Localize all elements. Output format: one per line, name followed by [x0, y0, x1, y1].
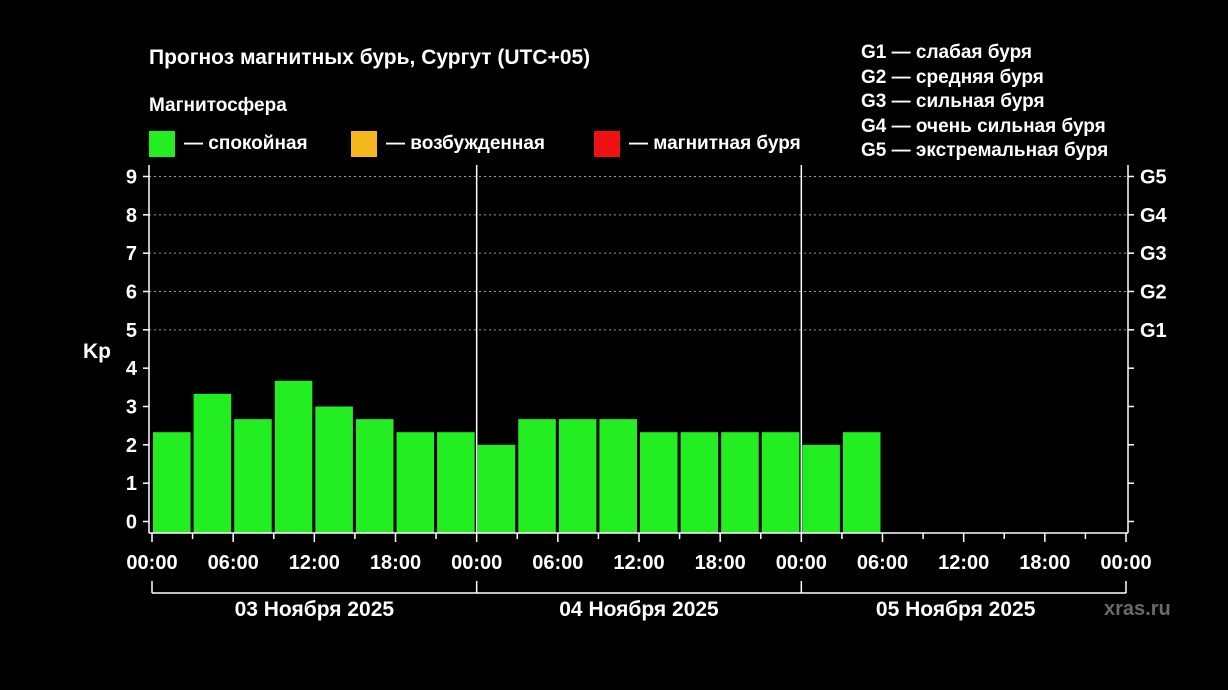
legend-label-excited: — возбужденная [386, 133, 546, 154]
kp-bar [355, 419, 394, 533]
kp-bar [274, 380, 313, 533]
day-label: 05 Ноября 2025 [876, 598, 1036, 621]
kp-bar [153, 432, 191, 533]
x-tick-label: 18:00 [370, 552, 421, 574]
storm-level-label: G4 [1140, 205, 1168, 227]
kp-bar [234, 419, 272, 533]
y-axis-label: Kp [83, 340, 111, 363]
storm-level-label: G3 [1140, 243, 1167, 265]
kp-bar [680, 432, 719, 533]
chart-subtitle: Магнитосфера [149, 95, 287, 116]
y-tick-label: 1 [126, 473, 137, 495]
storm-level-label: G5 [1140, 167, 1167, 189]
kp-bar [640, 432, 678, 533]
kp-bar [477, 444, 516, 533]
y-tick-label: 2 [126, 435, 137, 457]
kp-bar [599, 419, 637, 533]
kp-bar [558, 419, 597, 533]
legend-swatch-excited [351, 131, 377, 157]
x-tick-label: 00:00 [776, 552, 827, 574]
storm-scale-legend: G1 — слабая буря G2 — средняя буря G3 — … [861, 41, 1108, 164]
legend-label-storm: — магнитная буря [629, 133, 801, 154]
x-tick-label: 12:00 [938, 552, 989, 574]
x-tick-label: 18:00 [1019, 552, 1070, 574]
x-tick-label: 00:00 [451, 552, 502, 574]
x-tick-label: 18:00 [695, 552, 746, 574]
kp-bar [396, 432, 435, 533]
y-tick-label: 0 [126, 512, 137, 534]
storm-scale-g3: G3 — сильная буря [861, 91, 1045, 112]
storm-scale-g5: G5 — экстремальная буря [861, 140, 1109, 161]
legend-item-excited: — возбужденная [351, 131, 545, 157]
chart-title: Прогноз магнитных бурь, Сургут (UTC+05) [149, 46, 591, 69]
storm-level-label: G2 [1140, 282, 1167, 304]
x-tick-label: 12:00 [613, 552, 664, 574]
kp-bar [315, 406, 353, 533]
x-tick-label: 06:00 [532, 552, 583, 574]
x-tick-label: 00:00 [1100, 552, 1151, 574]
day-label: 03 Ноября 2025 [235, 598, 395, 621]
y-tick-label: 3 [126, 397, 137, 419]
day-label: 04 Ноября 2025 [559, 598, 719, 621]
storm-level-label: G1 [1140, 320, 1167, 342]
y-tick-label: 7 [126, 243, 137, 265]
kp-bar [761, 432, 800, 533]
y-tick-label: 8 [126, 205, 137, 227]
legend-item-quiet: — спокойная [149, 131, 308, 157]
watermark: xras.ru [1104, 598, 1171, 620]
y-tick-label: 5 [126, 320, 137, 342]
x-tick-label: 12:00 [289, 552, 340, 574]
kp-bar [842, 432, 881, 533]
kp-bar [518, 419, 556, 533]
kp-bar [437, 432, 475, 533]
kp-bar [721, 432, 759, 533]
x-tick-label: 06:00 [208, 552, 259, 574]
y-tick-label: 6 [126, 282, 137, 304]
storm-scale-g4: G4 — очень сильная буря [861, 115, 1106, 137]
legend-label-quiet: — спокойная [184, 133, 308, 154]
storm-scale-g1: G1 — слабая буря [861, 42, 1033, 63]
legend-swatch-storm [594, 131, 620, 157]
legend-swatch-quiet [149, 131, 175, 157]
y-tick-label: 4 [126, 358, 138, 380]
kp-bar [802, 444, 840, 533]
x-tick-label: 06:00 [857, 552, 908, 574]
y-tick-label: 9 [126, 167, 137, 189]
x-tick-label: 00:00 [126, 552, 177, 574]
storm-scale-g2: G2 — средняя буря [861, 66, 1044, 88]
kp-bar [193, 393, 232, 533]
legend-item-storm: — магнитная буря [594, 131, 801, 157]
